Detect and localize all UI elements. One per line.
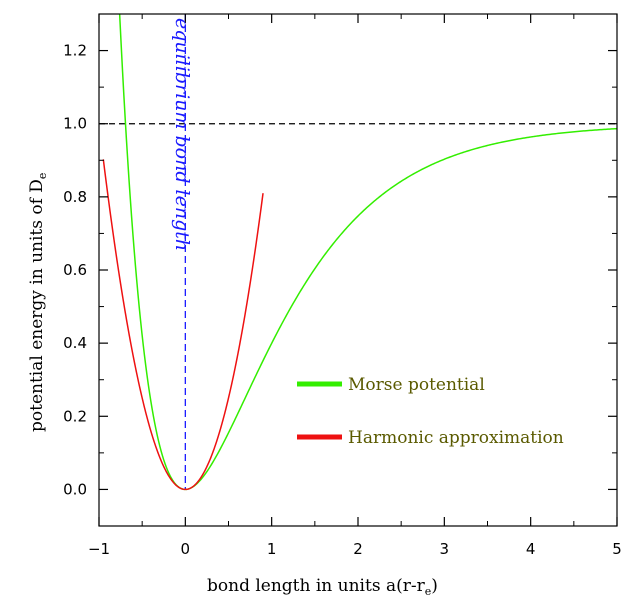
legend-label-harmonic: Harmonic approximation	[348, 428, 564, 448]
y-axis-ticks: 0.0 0.2 0.4 0.6 0.8 1.0 1.2	[63, 13, 617, 527]
x-tick-label: 3	[440, 540, 450, 558]
y-tick-label: 1.0	[63, 115, 87, 133]
x-tick-label: −1	[88, 540, 110, 558]
legend: Morse potential Harmonic approximation	[297, 375, 564, 448]
y-tick-label: 1.2	[63, 42, 87, 60]
x-tick-label: 5	[612, 540, 621, 558]
y-axis-label: potential energy in units of De	[27, 173, 49, 432]
x-axis-ticks: −1 0 1 2 3 4 5	[88, 14, 621, 558]
y-tick-label: 0.8	[63, 188, 87, 206]
x-tick-label: 4	[526, 540, 536, 558]
y-tick-label: 0.2	[63, 407, 87, 425]
y-tick-label: 0.4	[63, 334, 87, 352]
reference-lines	[99, 14, 617, 490]
harmonic-curve	[102, 159, 264, 491]
x-tick-label: 0	[181, 540, 191, 558]
curves	[102, 14, 617, 491]
x-axis-label: bond length in units a(r-re)	[207, 576, 438, 598]
legend-label-morse: Morse potential	[348, 375, 485, 395]
x-tick-label: 1	[267, 540, 277, 558]
x-tick-label: 2	[353, 540, 363, 558]
y-tick-label: 0.6	[63, 261, 87, 279]
equilibrium-label: equilibrium bond length	[171, 18, 193, 251]
y-tick-label: 0.0	[63, 480, 87, 498]
